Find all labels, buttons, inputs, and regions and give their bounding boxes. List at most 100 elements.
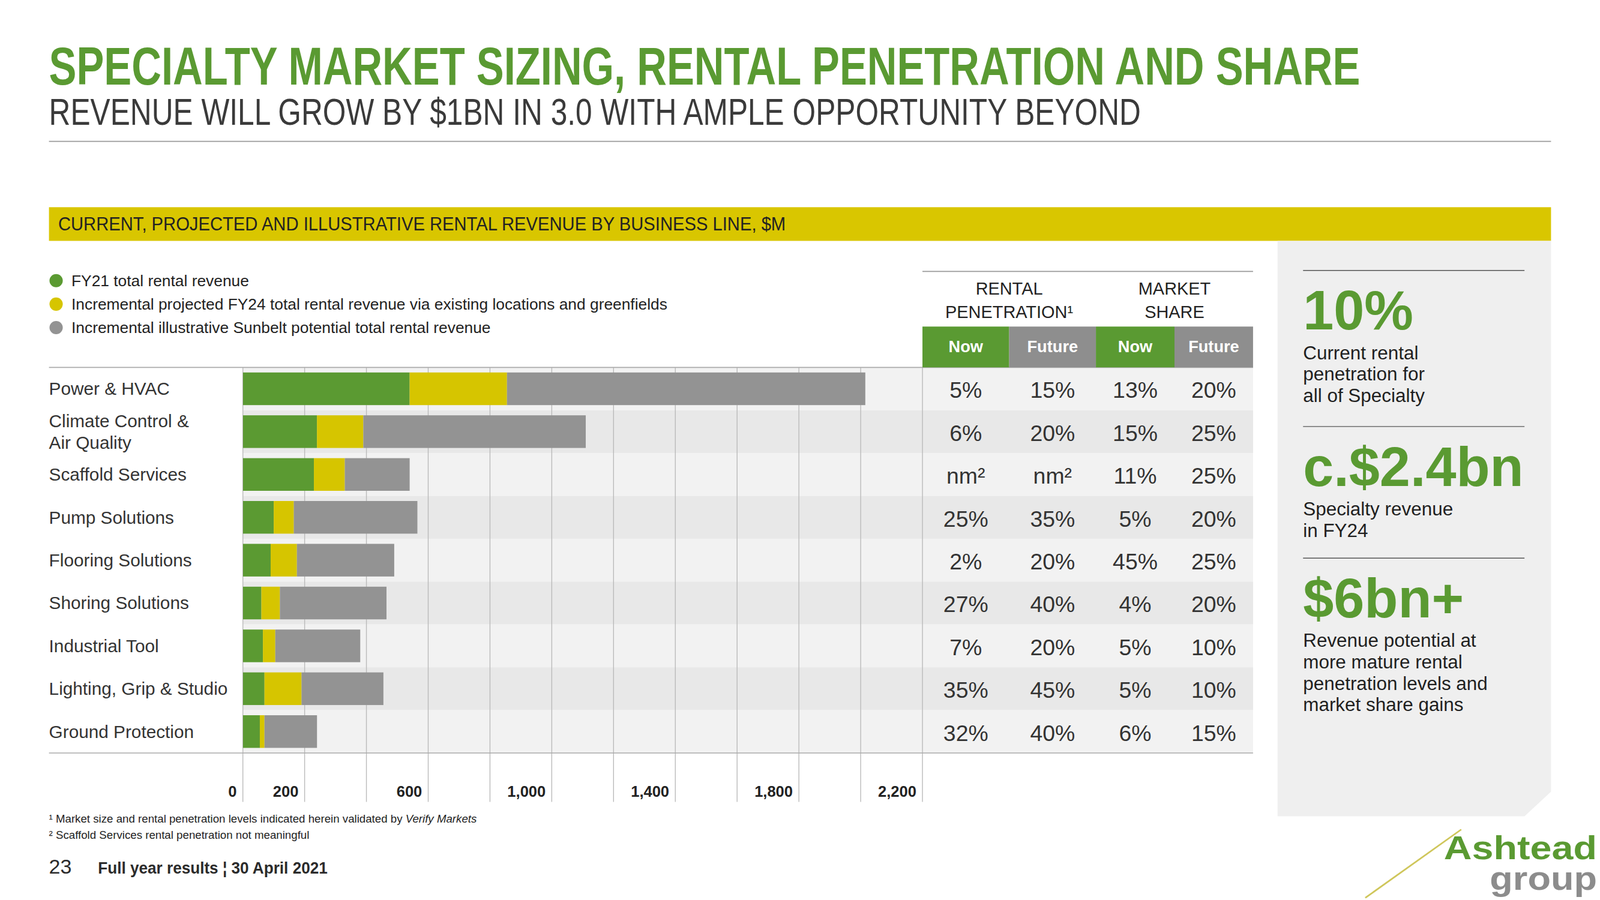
bar: [270, 543, 298, 577]
highlight-text: more mature rental: [1302, 651, 1463, 673]
table-cell: 25%: [1191, 463, 1237, 489]
table-cell: 35%: [1029, 506, 1075, 532]
grid-line: [798, 367, 799, 802]
table-cell: 35%: [943, 677, 989, 703]
table-cell: 27%: [943, 591, 989, 617]
category-label: Lighting, Grip & Studio: [49, 678, 229, 699]
column-header: Future: [1027, 337, 1079, 356]
tick-label: 0: [228, 783, 237, 800]
table-cell: 20%: [1191, 591, 1237, 617]
highlight-text: market share gains: [1302, 694, 1464, 716]
bar: [273, 501, 294, 534]
grid-line: [921, 367, 923, 802]
table-cell: 5%: [1119, 506, 1152, 532]
bar: [264, 715, 318, 748]
bar: [313, 458, 345, 491]
highlight-text: Current rental: [1302, 342, 1419, 364]
table-cell: 5%: [1119, 677, 1152, 703]
bar: [297, 543, 395, 577]
category-label: Shoring Solutions: [49, 592, 190, 613]
footnote-italic: Verify Markets: [405, 812, 478, 826]
footnote-text: Market size and rental penetration level…: [55, 812, 403, 826]
table-cell: 13%: [1112, 377, 1158, 403]
text-line: Climate Control &: [49, 411, 190, 431]
bar: [243, 372, 410, 406]
legend-swatch: [49, 321, 63, 335]
legend-label: Incremental illustrative Sunbelt potenti…: [71, 318, 491, 337]
bar: [259, 715, 265, 748]
panel-rule: [1302, 558, 1525, 559]
category-label: Industrial Tool: [49, 636, 160, 656]
category-label: Ground Protection: [49, 721, 194, 742]
highlight-value: 10%: [1302, 279, 1414, 341]
table-cell: 40%: [1029, 591, 1075, 617]
column-header: Now: [1118, 337, 1153, 356]
table-line: [922, 271, 1254, 273]
legend-swatch: [49, 274, 63, 288]
table-cell: 20%: [1029, 420, 1075, 446]
text-line: Air Quality: [49, 432, 132, 453]
table-cell: 10%: [1191, 677, 1237, 703]
table-cell: 7%: [949, 634, 982, 661]
title-band: [49, 207, 1552, 241]
highlight-text: all of Specialty: [1302, 385, 1425, 407]
bar: [243, 458, 314, 491]
table-cell: 10%: [1191, 634, 1237, 661]
bar: [243, 629, 263, 662]
bar: [243, 586, 262, 620]
text-line: Industrial Tool: [49, 636, 160, 656]
grid-line: [675, 367, 676, 802]
tick-label: 1,400: [630, 783, 670, 800]
chart-title: CURRENT, PROJECTED AND ILLUSTRATIVE RENT…: [58, 213, 786, 235]
category-label: Flooring Solutions: [49, 550, 193, 571]
bar: [243, 543, 271, 577]
table-cell: 40%: [1029, 720, 1075, 746]
grid-line: [736, 367, 738, 802]
tick-label: 1,800: [754, 783, 793, 800]
title: SPECIALTY MARKET SIZING, RENTAL PENETRAT…: [49, 36, 1361, 97]
row-band: [243, 538, 1254, 582]
text-line: Flooring Solutions: [49, 550, 193, 571]
row-band: [243, 667, 1254, 710]
table-cell: 45%: [1029, 677, 1075, 703]
column-header: Future: [1188, 337, 1240, 356]
table-cell: 6%: [1119, 720, 1152, 746]
tick-label: 2,200: [878, 783, 917, 800]
text-line: SHARE: [1144, 302, 1205, 322]
bar: [243, 672, 265, 706]
page-number: 23: [49, 855, 73, 879]
row-band: [243, 624, 1254, 668]
text-line: Pump Solutions: [49, 507, 175, 528]
table-cell: 25%: [1191, 420, 1237, 446]
slide: SPECIALTY MARKET SIZING, RENTAL PENETRAT…: [0, 0, 1600, 900]
table-cell: 5%: [1119, 634, 1152, 661]
text-line: MARKET: [1138, 279, 1211, 299]
bar: [316, 415, 364, 448]
tick-label: 1,000: [507, 783, 546, 800]
text-line: Power & HVAC: [49, 378, 170, 399]
text-line: RENTAL: [975, 279, 1044, 299]
row-band: [243, 453, 1254, 496]
bar: [345, 458, 410, 491]
table-cell: 20%: [1191, 506, 1237, 532]
table-cell: 45%: [1112, 549, 1158, 575]
column-header: Now: [948, 337, 984, 356]
table-cell: 4%: [1119, 591, 1152, 617]
bar: [261, 586, 281, 620]
grid-line: [860, 367, 861, 802]
highlight-text: Revenue potential at: [1302, 630, 1477, 652]
legend-swatch: [49, 297, 63, 311]
legend-label: Incremental projected FY24 total rental …: [71, 295, 668, 314]
table-cell: 25%: [1191, 549, 1237, 575]
bar: [507, 372, 866, 406]
table-cell: 15%: [1112, 420, 1158, 446]
row-band: [243, 367, 1254, 410]
bar: [409, 372, 508, 406]
rule: [49, 141, 1552, 143]
table-cell: 15%: [1191, 720, 1237, 746]
row-band: [243, 410, 1254, 454]
bar: [294, 501, 418, 534]
table-cell: 25%: [943, 506, 989, 532]
table-cell: 20%: [1029, 549, 1075, 575]
table-cell: 20%: [1029, 634, 1075, 661]
